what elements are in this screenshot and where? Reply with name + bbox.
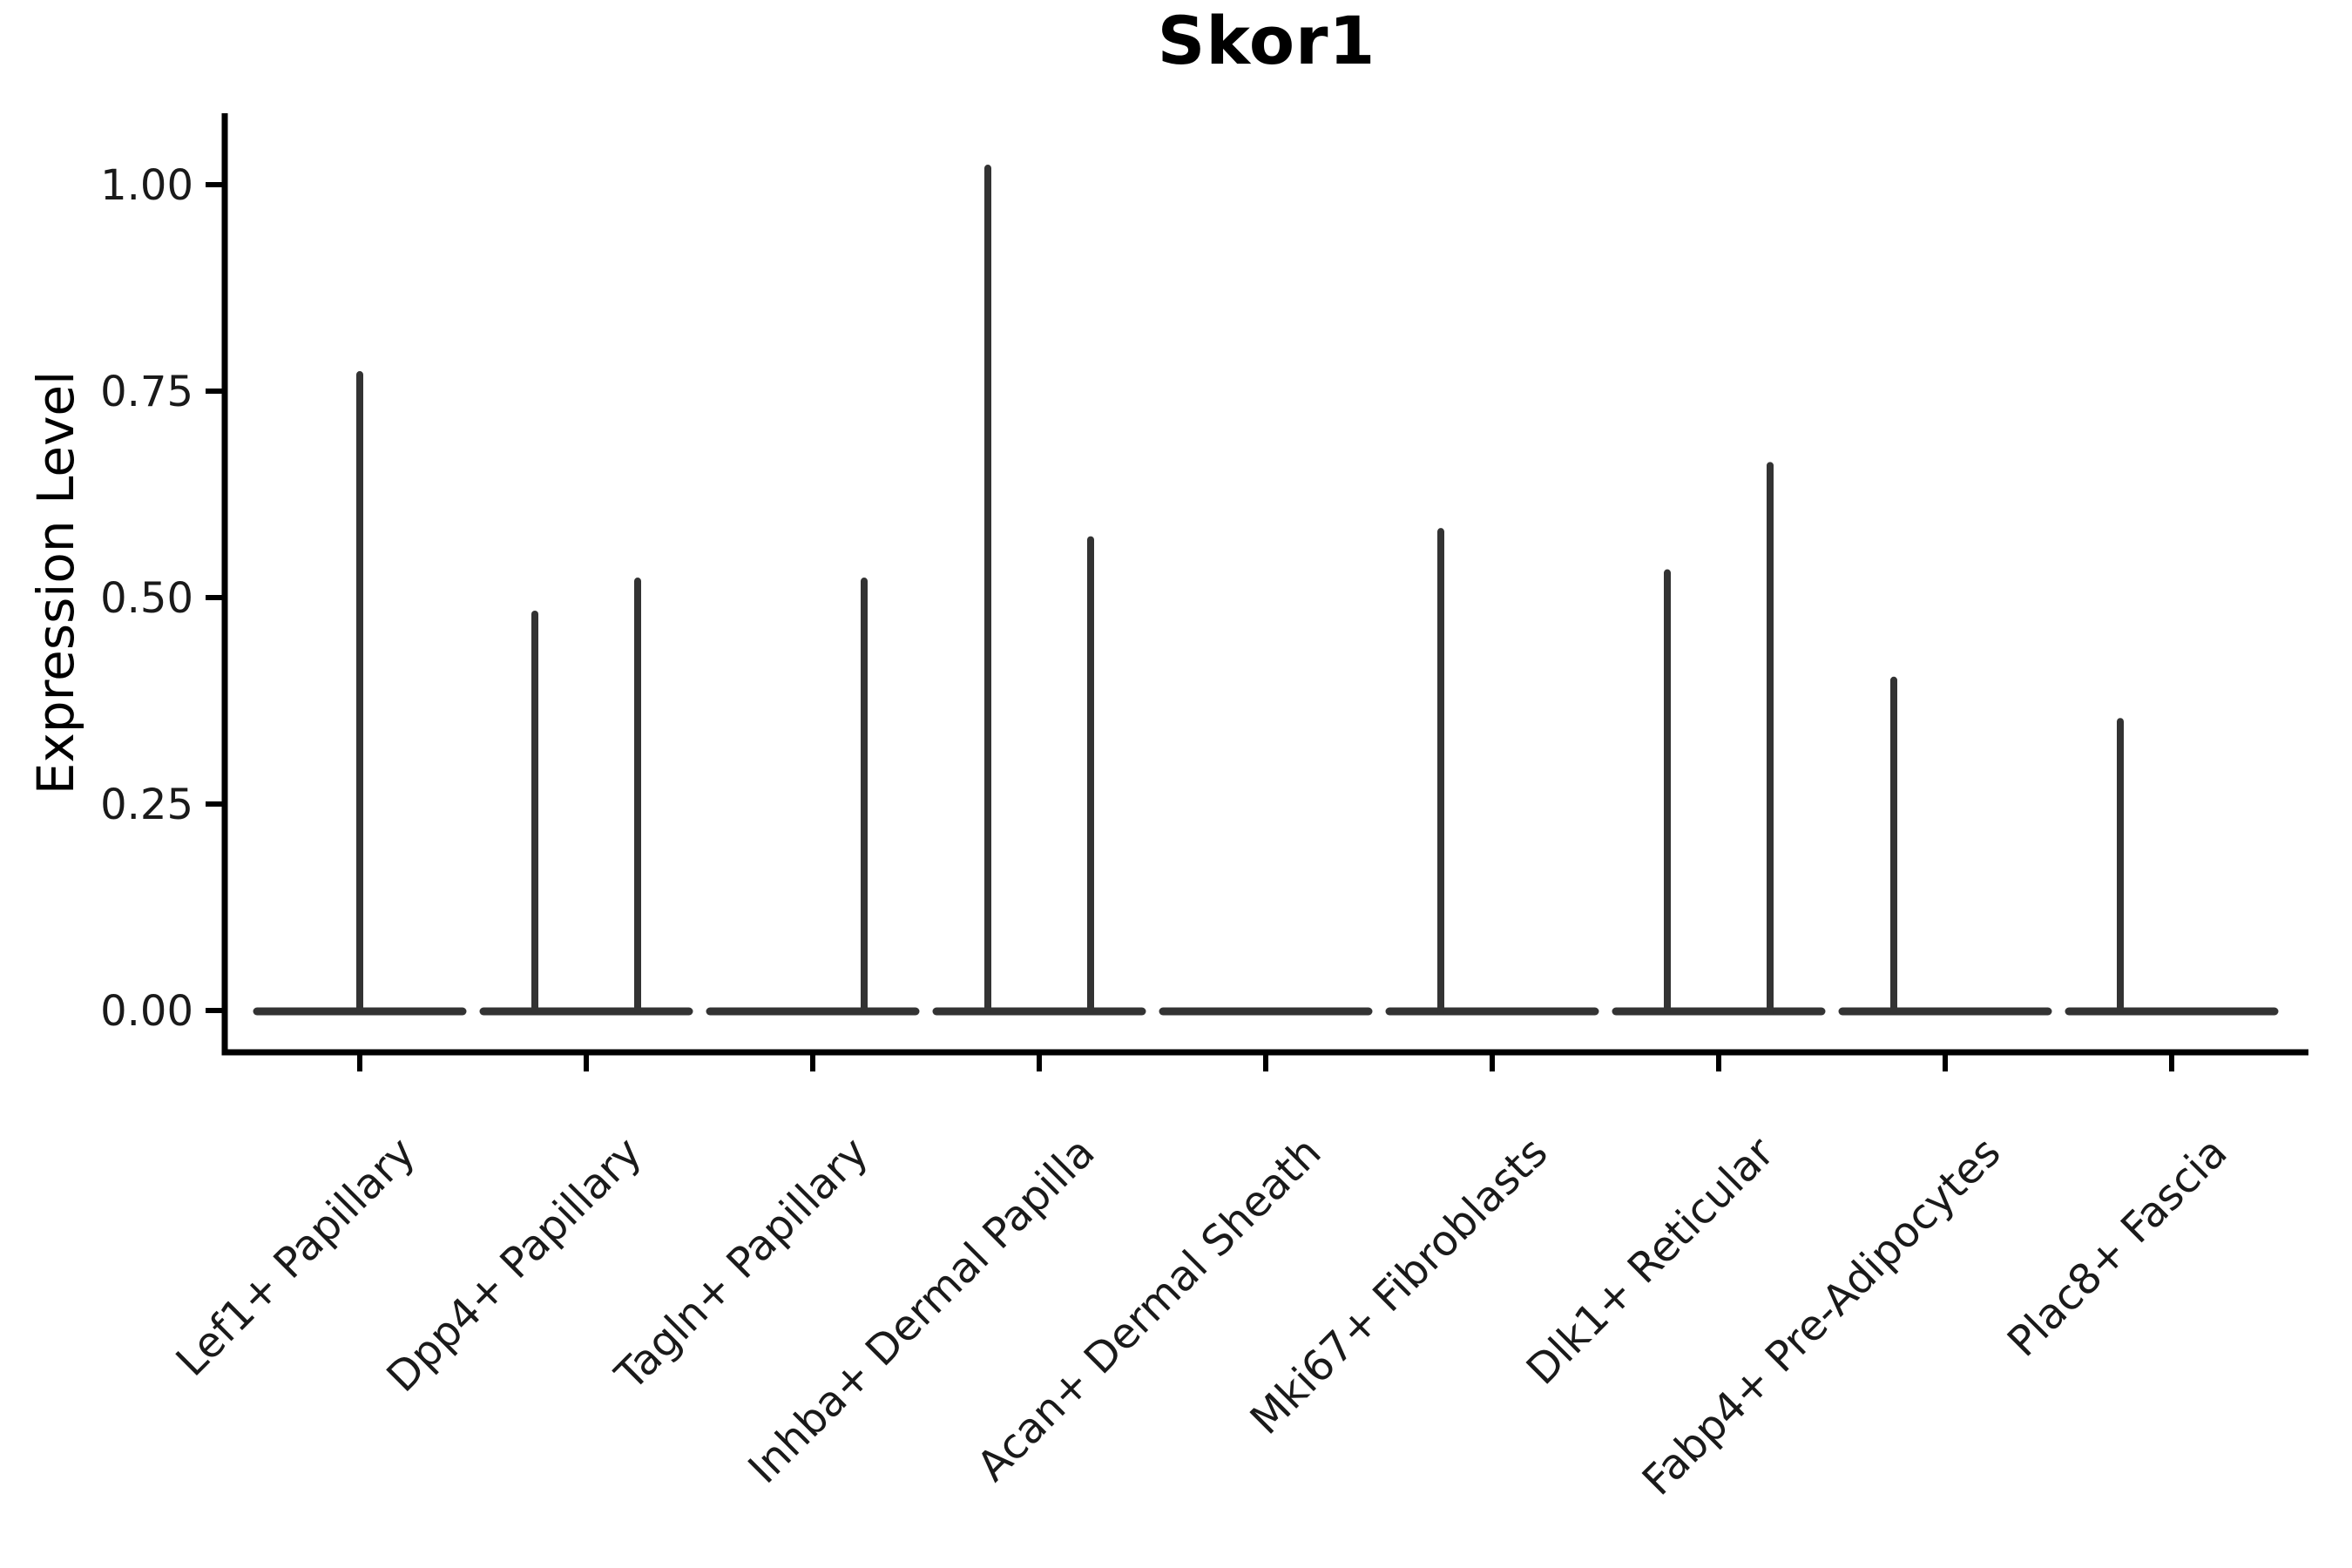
y-tick-label: 0.50 (100, 574, 193, 623)
x-tick-label: Plac8+ Fascia (1998, 1128, 2237, 1367)
x-tick-label: Lef1+ Papillary (167, 1128, 425, 1386)
x-tick-label: Fabp4+ Pre-Adipocytes (1633, 1128, 2011, 1505)
y-tick-label: 0.25 (100, 781, 193, 829)
y-tick-label: 0.00 (100, 987, 193, 1036)
y-tick-label: 0.75 (100, 368, 193, 416)
x-tick-label: Tagln+ Papillary (605, 1128, 877, 1400)
y-tick-label: 1.00 (100, 161, 193, 210)
x-tick-label: Dlk1+ Reticular (1517, 1128, 1784, 1395)
plot-title: Skor1 (1157, 2, 1376, 79)
